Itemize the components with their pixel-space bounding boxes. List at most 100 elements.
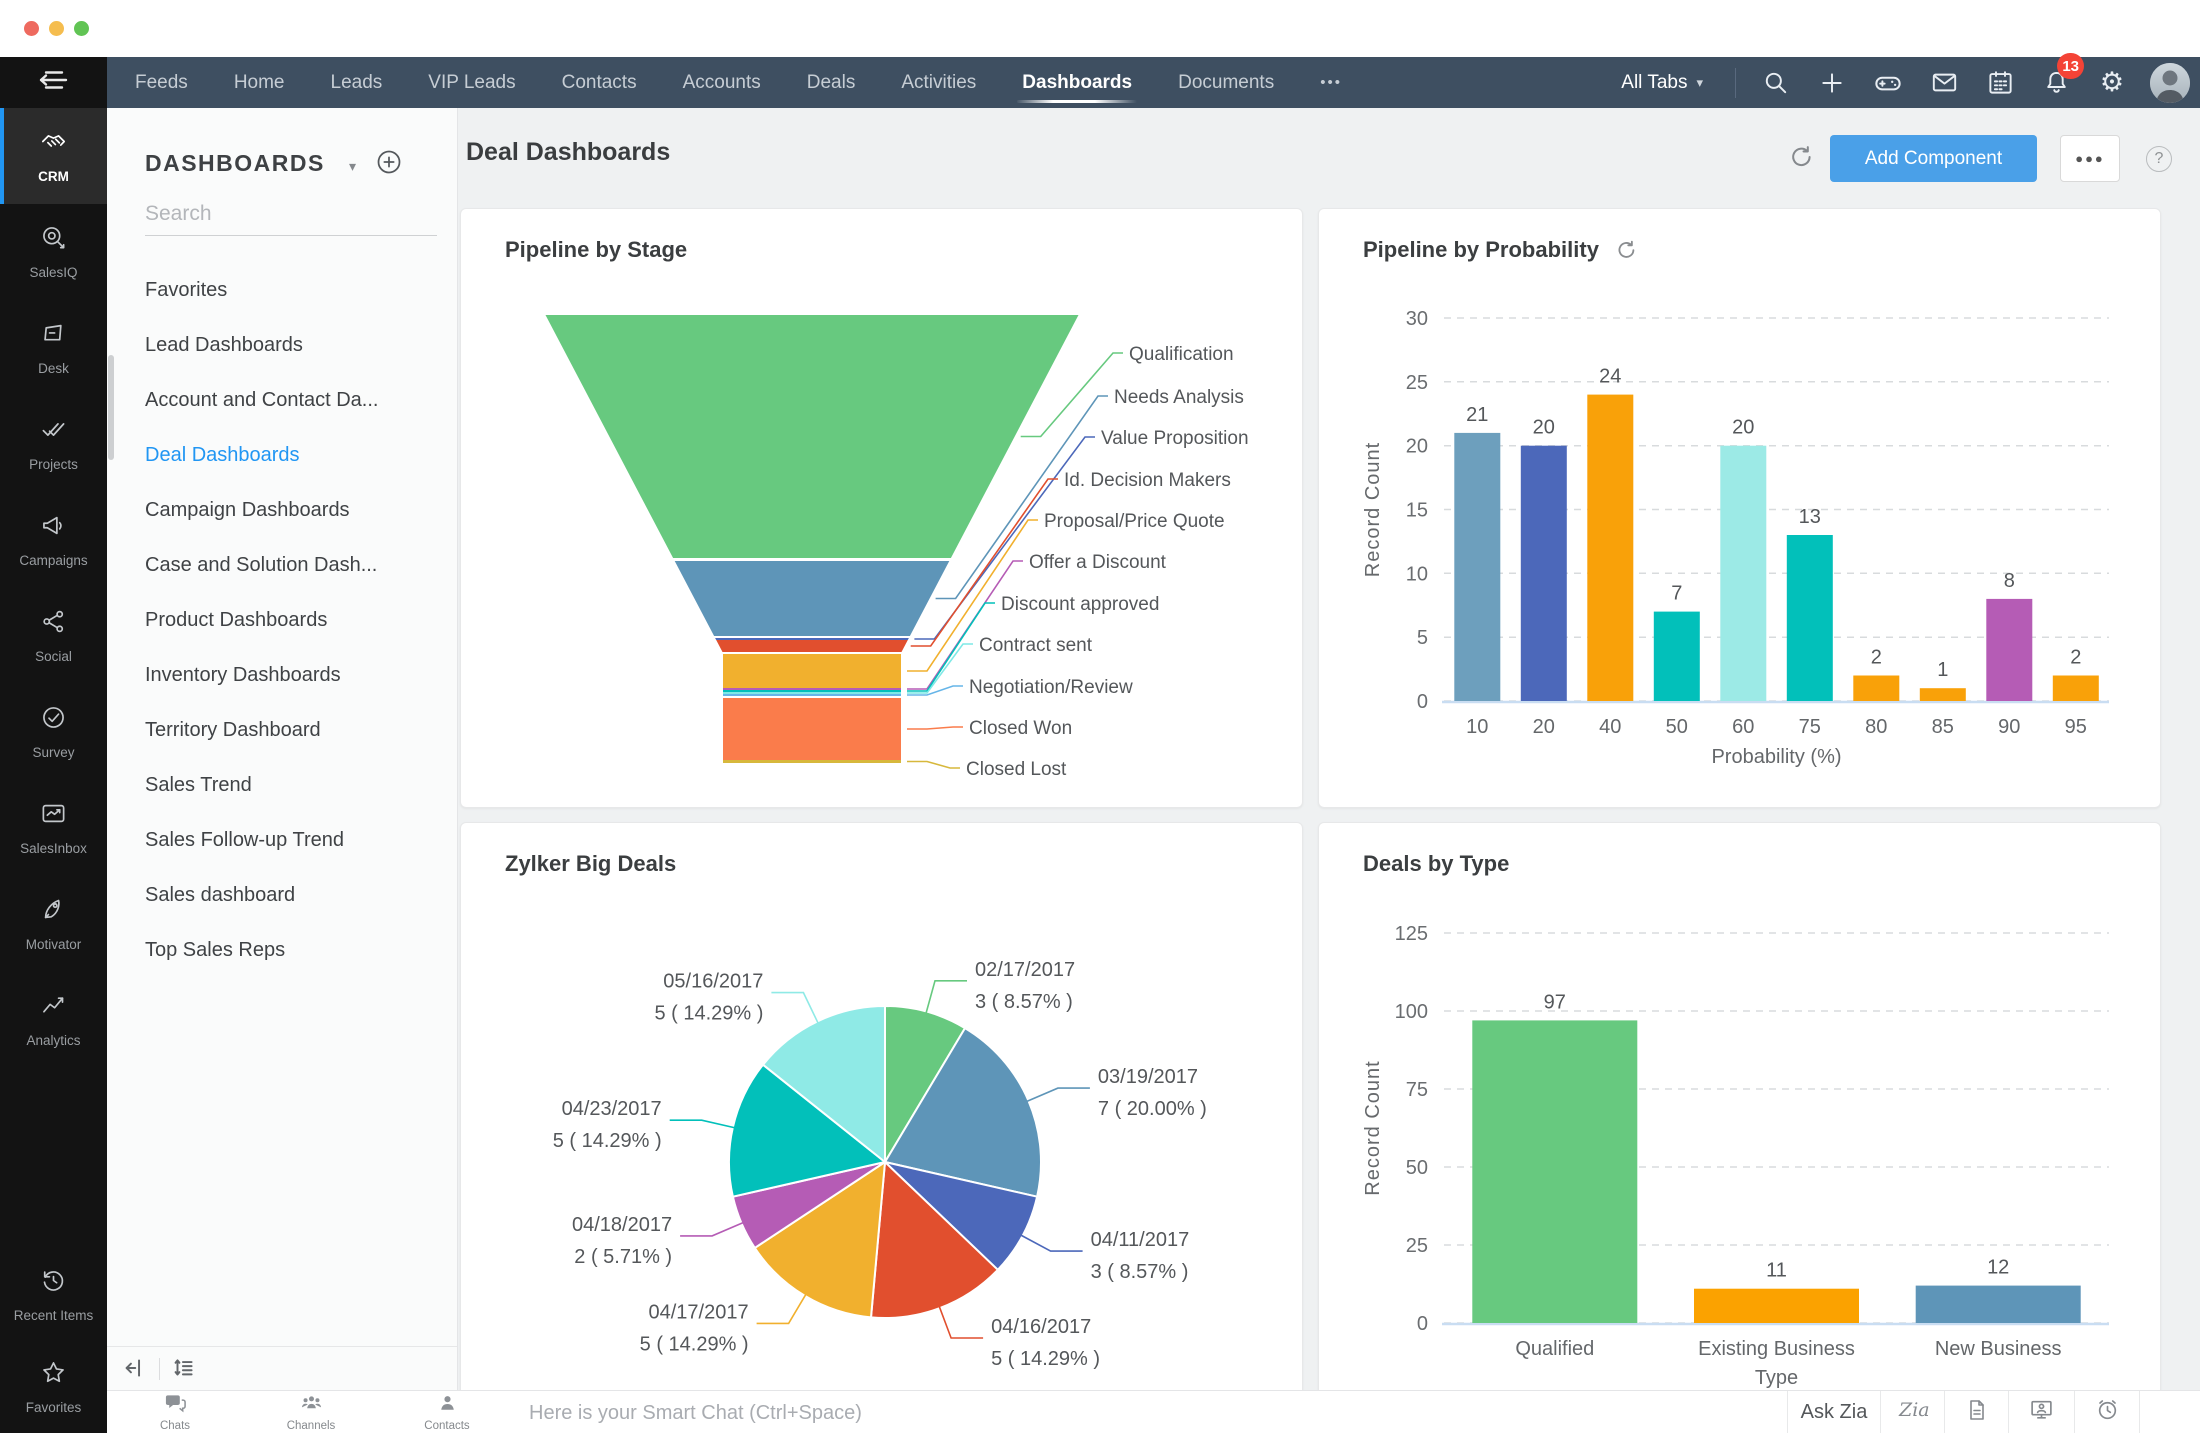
notifications-button[interactable]: 13	[2028, 53, 2084, 108]
dashboard-search-input[interactable]	[145, 202, 437, 236]
nav-tab-accounts[interactable]: Accounts	[682, 72, 761, 93]
rail-item-survey[interactable]: Survey	[0, 684, 107, 780]
nav-tab-leads[interactable]: Leads	[330, 72, 383, 93]
panel-title: DASHBOARDS	[145, 150, 325, 176]
dashboard-list-item-inventory-dashboards[interactable]: Inventory Dashboards	[145, 664, 341, 686]
bar-95[interactable]	[2052, 675, 2099, 702]
nav-tab-deals[interactable]: Deals	[806, 72, 856, 93]
dashboard-list-item-sales-dashboard[interactable]: Sales dashboard	[145, 884, 296, 906]
dashboard-list-item-product-dashboards[interactable]: Product Dashboards	[145, 609, 328, 631]
help-button[interactable]: ?	[2146, 146, 2172, 172]
rail-item-favorites[interactable]: Favorites	[0, 1341, 107, 1433]
funnel-segment-discount-approved[interactable]	[723, 690, 901, 692]
funnel-segment-qualification[interactable]	[545, 315, 1079, 558]
collapse-panel-button[interactable]	[119, 1355, 147, 1383]
rail-item-salesinbox[interactable]: SalesInbox	[0, 780, 107, 876]
nav-tab-dashboards[interactable]: Dashboards	[999, 57, 1155, 108]
bar-60[interactable]	[1720, 445, 1767, 701]
megaphone-icon	[40, 512, 67, 544]
funnel-segment-contract-sent[interactable]	[723, 692, 901, 694]
reminders-button[interactable]	[2074, 1391, 2139, 1433]
bar-new-business[interactable]	[1915, 1285, 2081, 1323]
bar-75[interactable]	[1786, 535, 1833, 701]
panel-scrollbar-thumb[interactable]	[108, 355, 114, 460]
bar-85[interactable]	[1919, 688, 1966, 701]
mail-button[interactable]	[1916, 57, 1972, 108]
pie-leader-line	[938, 1304, 984, 1339]
bar-existing-business[interactable]	[1694, 1288, 1859, 1323]
funnel-segment-id-decision-makers[interactable]	[716, 640, 908, 652]
refresh-component-button[interactable]	[1615, 239, 1638, 262]
all-tabs-dropdown[interactable]: All Tabs ▾	[1621, 72, 1703, 94]
zia-button[interactable]: Zia	[1880, 1391, 1944, 1433]
close-window-button[interactable]	[24, 21, 39, 36]
y-tick-label: 20	[1406, 436, 1428, 458]
nav-tab-home[interactable]: Home	[233, 72, 285, 93]
rail-item-salesiq[interactable]: SalesIQ	[0, 204, 107, 300]
rail-item-campaigns[interactable]: Campaigns	[0, 492, 107, 588]
dashboard-list-item-top-sales-reps[interactable]: Top Sales Reps	[145, 939, 286, 961]
nav-tab-feeds[interactable]: Feeds	[135, 72, 188, 93]
bar-90[interactable]	[1986, 598, 2033, 701]
smart-chat-input[interactable]	[527, 1391, 1781, 1433]
nav-tab-vip-leads[interactable]: VIP Leads	[428, 72, 516, 93]
dashboard-list-item-sales-trend[interactable]: Sales Trend	[145, 774, 252, 796]
ask-zia-button[interactable]: Ask Zia	[1787, 1391, 1880, 1433]
chat-tool-chats[interactable]: Chats	[107, 1391, 243, 1433]
rail-item-recent-items[interactable]: Recent Items	[0, 1249, 107, 1341]
dashboard-list-item-account-and-contact-da[interactable]: Account and Contact Da...	[145, 389, 379, 411]
dashboard-list-item-lead-dashboards[interactable]: Lead Dashboards	[145, 334, 303, 356]
search-button[interactable]	[1748, 57, 1804, 108]
dashboard-list-item-deal-dashboards[interactable]: Deal Dashboards	[145, 444, 300, 466]
chat-tool-channels[interactable]: Channels	[243, 1391, 379, 1433]
nav-tab-activities[interactable]: Activities	[901, 72, 977, 93]
refresh-dashboard-button[interactable]	[1788, 144, 1816, 172]
nav-tab-documents[interactable]: Documents	[1178, 72, 1275, 93]
bar-value-label: 20	[1732, 417, 1754, 439]
bar-50[interactable]	[1653, 611, 1700, 701]
rail-item-desk[interactable]: Desk	[0, 300, 107, 396]
chevron-down-icon[interactable]: ▾	[349, 158, 357, 174]
nav-tab-contacts[interactable]: Contacts	[561, 72, 637, 93]
rail-item-crm[interactable]: CRM	[0, 108, 107, 204]
dashboard-more-button[interactable]: ●●●	[2060, 135, 2120, 182]
bar-10[interactable]	[1454, 432, 1501, 701]
quick-create-button[interactable]	[1804, 57, 1860, 108]
notes-button[interactable]	[1944, 1391, 2008, 1433]
bar-40[interactable]	[1587, 394, 1634, 701]
calendar-button[interactable]	[1972, 57, 2028, 108]
funnel-segment-negotiation-review[interactable]	[723, 694, 901, 696]
rail-item-analytics[interactable]: Analytics	[0, 972, 107, 1068]
dashboard-list-item-case-and-solution-dash[interactable]: Case and Solution Dash...	[145, 554, 378, 576]
dashboard-list-item-campaign-dashboards[interactable]: Campaign Dashboards	[145, 499, 350, 521]
bar-80[interactable]	[1853, 675, 1900, 702]
chat-tool-contacts[interactable]: Contacts	[379, 1391, 515, 1433]
bar-qualified[interactable]	[1472, 1020, 1638, 1323]
zoom-window-button[interactable]	[74, 21, 89, 36]
add-component-button[interactable]: Add Component	[1830, 135, 2037, 182]
dashboard-list-item-favorites[interactable]: Favorites	[145, 279, 228, 301]
gamescope-button[interactable]	[1860, 57, 1916, 108]
funnel-segment-proposal-price-quote[interactable]	[723, 654, 901, 688]
funnel-segment-closed-lost[interactable]	[723, 760, 901, 763]
settings-button[interactable]: ⚙	[2084, 57, 2140, 108]
dashboard-list-item-territory-dashboard[interactable]: Territory Dashboard	[145, 719, 321, 741]
dashboards-panel: DASHBOARDS ▾ Favorites Lead Dashboards Acc…	[107, 108, 458, 1390]
rail-item-projects[interactable]: Projects	[0, 396, 107, 492]
add-dashboard-button[interactable]	[375, 148, 403, 176]
nav-more-tabs-button[interactable]: •••	[1320, 74, 1342, 91]
funnel-segment-offer-a-discount[interactable]	[723, 688, 901, 690]
funnel-segment-needs-analysis[interactable]	[674, 561, 950, 636]
bar-20[interactable]	[1520, 445, 1567, 701]
presentation-button[interactable]	[2008, 1391, 2074, 1433]
rail-item-social[interactable]: Social	[0, 588, 107, 684]
minimize-window-button[interactable]	[49, 21, 64, 36]
user-avatar[interactable]	[2150, 62, 2190, 103]
collapse-app-sidebar-button[interactable]	[0, 57, 107, 108]
rail-item-motivator[interactable]: Motivator	[0, 876, 107, 972]
dashboard-list-item-sales-follow-up-trend[interactable]: Sales Follow-up Trend	[145, 829, 344, 851]
funnel-segment-closed-won[interactable]	[723, 698, 901, 760]
funnel-segment-value-proposition[interactable]	[715, 638, 909, 640]
funnel-leader-line	[907, 685, 963, 696]
sort-dashboards-button[interactable]	[171, 1355, 199, 1383]
